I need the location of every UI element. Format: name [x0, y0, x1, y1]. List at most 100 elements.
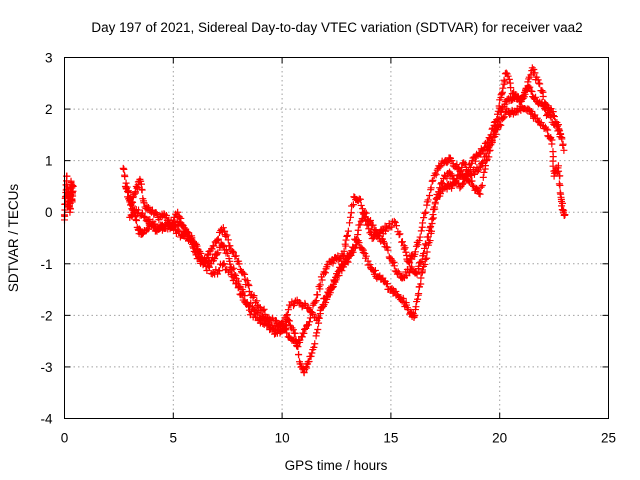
data-point-interp [500, 76, 508, 84]
data-point-interp [359, 246, 367, 254]
data-point-interp [219, 241, 227, 249]
data-point-interp [250, 292, 258, 300]
data-point-interp [414, 295, 422, 303]
data-point-interp [426, 192, 434, 200]
data-point-interp [388, 223, 396, 231]
data-point [560, 146, 568, 154]
data-point-interp [300, 369, 308, 377]
data-point-interp [138, 186, 146, 194]
data-point [185, 229, 193, 237]
data-point-interp [205, 263, 213, 271]
y-tick-label: 3 [45, 51, 53, 66]
data-point-interp [415, 262, 423, 270]
data-point-interp [539, 93, 547, 101]
data-point-interp [308, 349, 316, 357]
data-point-interp [224, 236, 232, 244]
data-point-interp [423, 248, 431, 256]
data-point-interp [362, 252, 370, 260]
y-tick-label: -2 [40, 308, 52, 323]
data-point-interp [548, 140, 556, 148]
data-point [278, 319, 286, 327]
data-point-interp [538, 87, 546, 95]
data-point-interp [283, 329, 291, 337]
data-point-interp [432, 171, 440, 179]
data-point-interp [417, 280, 425, 288]
data-point-interp [371, 266, 379, 274]
data-point-interp [357, 201, 365, 209]
data-point-interp [460, 179, 468, 187]
data-point-interp [121, 173, 129, 181]
data-point-interp [135, 206, 143, 214]
data-point-interp [422, 241, 430, 249]
data-point-interp [489, 130, 497, 138]
data-point-interp [340, 247, 348, 255]
data-point [343, 231, 351, 239]
data-point-interp [417, 227, 425, 235]
data-marks [60, 64, 569, 377]
data-point-interp [138, 209, 146, 217]
data-point-interp [349, 243, 357, 251]
data-point-interp [419, 219, 427, 227]
data-point-interp [542, 125, 550, 133]
data-point-interp [504, 72, 512, 80]
data-point-interp [473, 186, 481, 194]
data-point-interp [128, 212, 136, 220]
data-point-interp [229, 248, 237, 256]
data-point-interp [281, 325, 289, 333]
data-point-interp [198, 256, 206, 264]
data-point-interp [273, 329, 281, 337]
data-point-interp [417, 258, 425, 266]
data-point-interp [140, 212, 148, 220]
axis-tick-labels: 0 5 10 15 20 25 -4 -3 -2 -1 0 1 2 3 [40, 51, 616, 446]
data-point-interp [484, 147, 492, 155]
data-point-interp [415, 290, 423, 298]
data-point-interp [279, 318, 287, 326]
data-point-interp [546, 112, 554, 120]
data-point-interp [344, 227, 352, 235]
data-point-interp [427, 184, 435, 192]
data-point-interp [143, 202, 151, 210]
data-point-interp [244, 280, 252, 288]
y-tick-label: 2 [45, 102, 53, 117]
data-point-interp [392, 222, 400, 230]
data-point [296, 298, 304, 306]
data-point-interp [412, 242, 420, 250]
data-point-interp [245, 303, 253, 311]
data-point-interp [443, 159, 451, 167]
data-point-interp [333, 272, 341, 280]
data-point [476, 190, 484, 198]
data-point-interp [177, 221, 185, 229]
data-point-interp [187, 237, 195, 245]
data-point [69, 182, 77, 190]
data-point-interp [557, 130, 565, 138]
data-point [322, 298, 330, 306]
data-point-interp [436, 163, 444, 171]
data-point [311, 340, 319, 348]
data-point-interp [178, 222, 186, 230]
data-point-interp [532, 93, 540, 101]
data-point-interp [223, 231, 231, 239]
data-point-interp [455, 172, 463, 180]
data-point-interp [559, 199, 567, 207]
data-point-interp [412, 303, 420, 311]
data-point-interp [423, 254, 431, 262]
data-point-interp [477, 183, 485, 191]
data-point-interp [431, 200, 439, 208]
data-point-interp [347, 209, 355, 217]
data-point-interp [348, 202, 356, 210]
data-point-interp [294, 343, 302, 351]
data-point-interp [120, 165, 128, 173]
data-point-interp [555, 125, 563, 133]
data-point-interp [388, 285, 396, 293]
data-point-interp [526, 83, 534, 91]
data-point-interp [369, 221, 377, 229]
data-point-interp [289, 326, 297, 334]
data-point-interp [410, 313, 418, 321]
data-point-interp [488, 138, 496, 146]
data-point-interp [269, 324, 277, 332]
data-point-interp [226, 266, 234, 274]
data-point-interp [162, 211, 170, 219]
data-point-interp [228, 247, 236, 255]
data-point-interp [531, 69, 539, 77]
